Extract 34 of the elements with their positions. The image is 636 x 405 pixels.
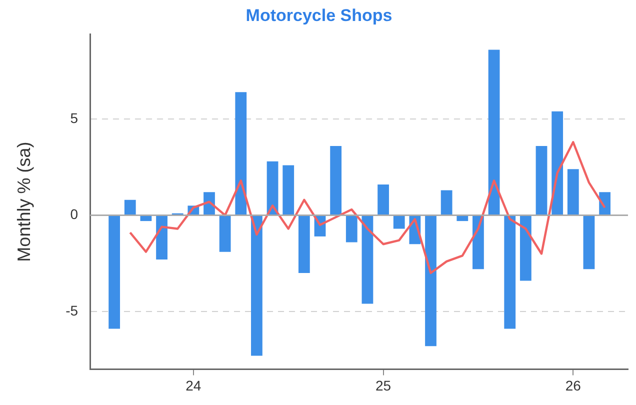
bar — [140, 216, 152, 222]
bar — [282, 165, 294, 215]
bar — [124, 200, 136, 215]
bar — [440, 190, 452, 215]
bar — [298, 216, 310, 273]
bar — [346, 216, 358, 242]
y-tick-label: 5 — [70, 110, 78, 126]
y-tick-label: 0 — [70, 206, 78, 222]
bar — [536, 146, 548, 215]
x-tick-label: 25 — [375, 377, 392, 394]
bar — [219, 216, 231, 252]
y-axis-title: Monthly % (sa) — [14, 142, 34, 262]
bar — [393, 216, 405, 229]
bar — [456, 216, 468, 222]
x-tick-label: 26 — [565, 377, 582, 394]
bar — [235, 92, 247, 215]
bar — [583, 216, 595, 270]
bar — [156, 216, 168, 260]
bar — [504, 216, 516, 329]
bar — [425, 216, 436, 346]
bar — [378, 184, 389, 215]
bar — [362, 216, 374, 304]
bar — [552, 111, 564, 215]
bar — [330, 146, 342, 215]
chart-title: Motorcycle Shops — [246, 6, 392, 25]
x-tick-label: 24 — [186, 377, 202, 394]
bar — [599, 192, 610, 215]
bar — [567, 169, 579, 215]
bar — [472, 216, 484, 270]
bar — [520, 216, 532, 281]
bar — [488, 50, 500, 215]
y-tick-label: -5 — [66, 302, 78, 318]
bar — [108, 216, 120, 329]
bar — [251, 216, 262, 356]
